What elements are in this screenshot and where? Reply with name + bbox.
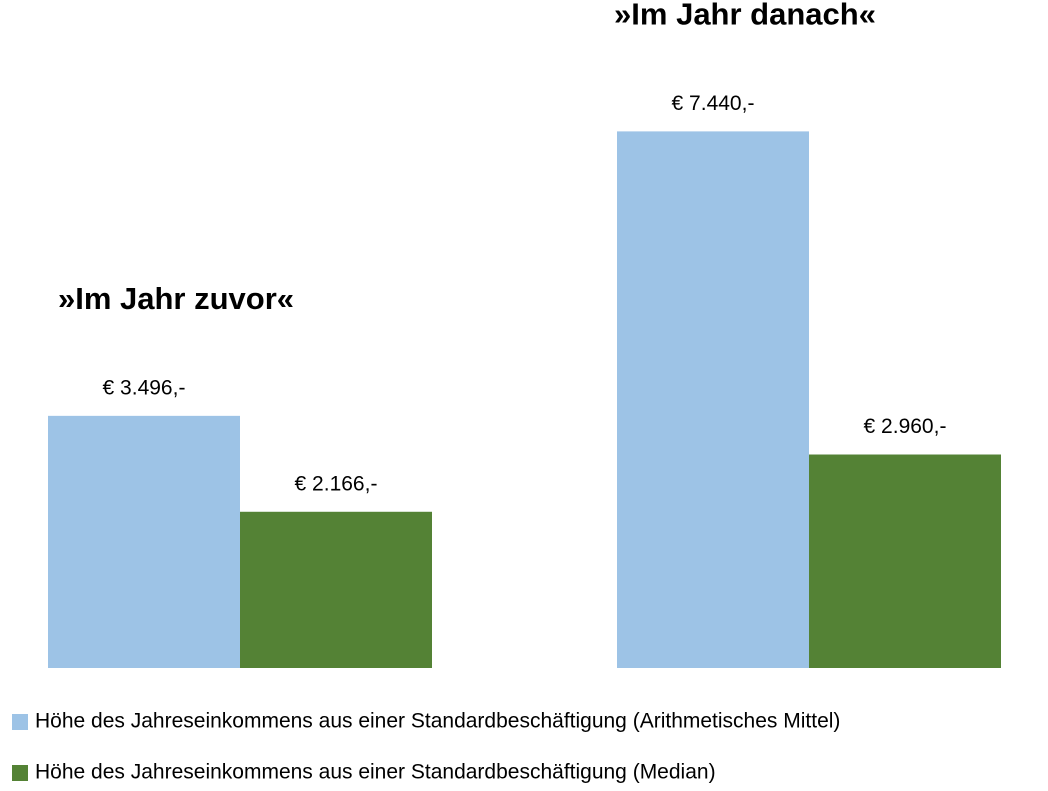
- legend-swatch: [12, 765, 28, 781]
- value-label: € 2.960,-: [864, 415, 947, 438]
- bar: [617, 131, 809, 668]
- value-label: € 7.440,-: [672, 92, 755, 115]
- legend-swatch: [12, 714, 28, 730]
- bar: [48, 415, 240, 668]
- bar: [809, 454, 1001, 668]
- bar: [240, 511, 432, 668]
- category-label: »Im Jahr zuvor«: [58, 281, 294, 316]
- value-label: € 2.166,-: [295, 472, 378, 495]
- legend-label: Höhe des Jahreseinkommens aus einer Stan…: [35, 761, 716, 784]
- legend-label: Höhe des Jahreseinkommens aus einer Stan…: [35, 710, 840, 733]
- category-label: »Im Jahr danach«: [614, 0, 876, 32]
- value-label: € 3.496,-: [103, 376, 186, 399]
